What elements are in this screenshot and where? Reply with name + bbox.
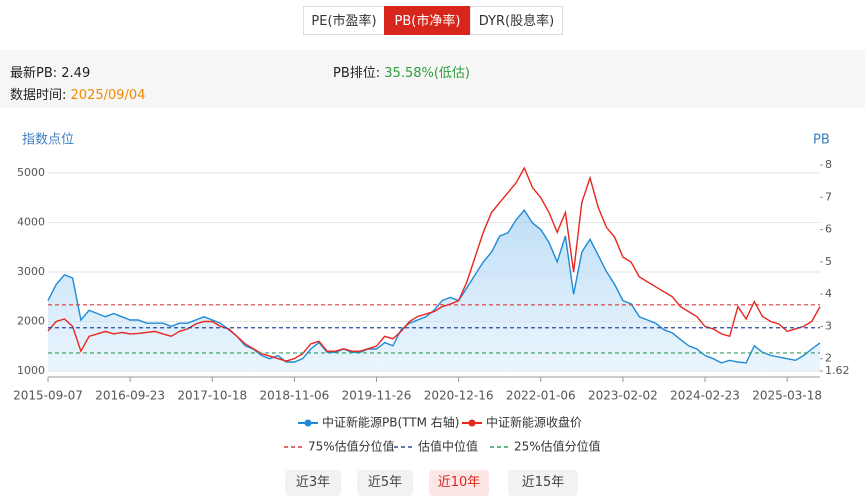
x-tick-label: 2022-01-06 <box>506 389 576 403</box>
x-tick-label: 2024-02-23 <box>670 389 740 403</box>
line <box>47 166 821 362</box>
y-tick-label: 4000 <box>17 215 45 228</box>
x-tick-label: 2017-10-18 <box>177 389 247 403</box>
legend-label: 中证新能源收盘价 <box>486 415 582 430</box>
x-tick-label: 2015-09-07 <box>13 389 83 403</box>
latest-pb: 最新PB: 2.49 <box>10 62 90 81</box>
x-tick-label: 2018-11-06 <box>260 389 330 403</box>
y-tick-label: 1000 <box>17 364 45 377</box>
y2-tick-label: 8 <box>825 158 832 171</box>
tab[interactable]: PE(市盈率) <box>303 6 385 35</box>
legend-swatch <box>468 419 476 427</box>
y2-tick-label: 7 <box>825 190 832 203</box>
label: 数据时间: <box>10 88 67 103</box>
y2-axis-title: PB <box>813 133 830 148</box>
info-panel: 最新PB: 2.49 PB排位: 35.58%(低估) 数据时间: 2025/0… <box>0 50 865 108</box>
value: 35.58%(低估) <box>384 66 470 81</box>
range-button[interactable]: 近5年 <box>357 470 413 496</box>
x-tick-label: 2023-02-02 <box>588 389 658 403</box>
legend-label: 75%估值分位值 <box>308 439 395 454</box>
y-tick-label: 5000 <box>17 166 45 179</box>
x-tick-label: 2025-03-18 <box>752 389 822 403</box>
range-button[interactable]: 近3年 <box>285 470 341 496</box>
y-tick-label: 3000 <box>17 265 45 278</box>
tab[interactable]: DYR(股息率) <box>470 6 563 35</box>
y2-tick-label: 6 <box>825 223 832 236</box>
range-button[interactable]: 近10年 <box>429 470 489 496</box>
y2-tick-label: 4 <box>825 287 832 300</box>
x-tick-label: 2019-11-26 <box>342 389 412 403</box>
y2-tick-label: 5 <box>825 255 832 268</box>
y2-tick-label: 1.62 <box>825 364 850 377</box>
pb-rank: PB排位: 35.58%(低估) <box>333 62 470 81</box>
legend-swatch <box>304 419 312 427</box>
legend-label: 中证新能源PB(TTM 右轴) <box>322 415 459 430</box>
label: 最新PB: <box>10 66 58 81</box>
x-tick-label: 2020-12-16 <box>424 389 494 403</box>
y2-tick-label: 3 <box>825 319 832 332</box>
range-button[interactable]: 近15年 <box>508 470 578 496</box>
area <box>48 210 820 371</box>
value: 2.49 <box>61 66 91 81</box>
data-date: 数据时间: 2025/09/04 <box>10 84 145 103</box>
legend-label: 估值中位值 <box>418 439 478 454</box>
y2-tick-label: 2 <box>825 352 832 365</box>
line <box>47 209 821 364</box>
tab[interactable]: PB(市净率) <box>384 6 471 35</box>
chart: 指数点位 PB 1000 2000 3000 4000 5000 1.622 3 4 5 6 7 8 2… <box>13 133 850 454</box>
y-axis-title: 指数点位 <box>22 133 74 148</box>
legend-label: 25%估值分位值 <box>514 439 601 454</box>
value: 2025/09/04 <box>70 88 146 103</box>
x-tick-label: 2016-09-23 <box>95 389 165 403</box>
label: PB排位: <box>333 66 381 81</box>
y-tick-label: 2000 <box>17 314 45 327</box>
